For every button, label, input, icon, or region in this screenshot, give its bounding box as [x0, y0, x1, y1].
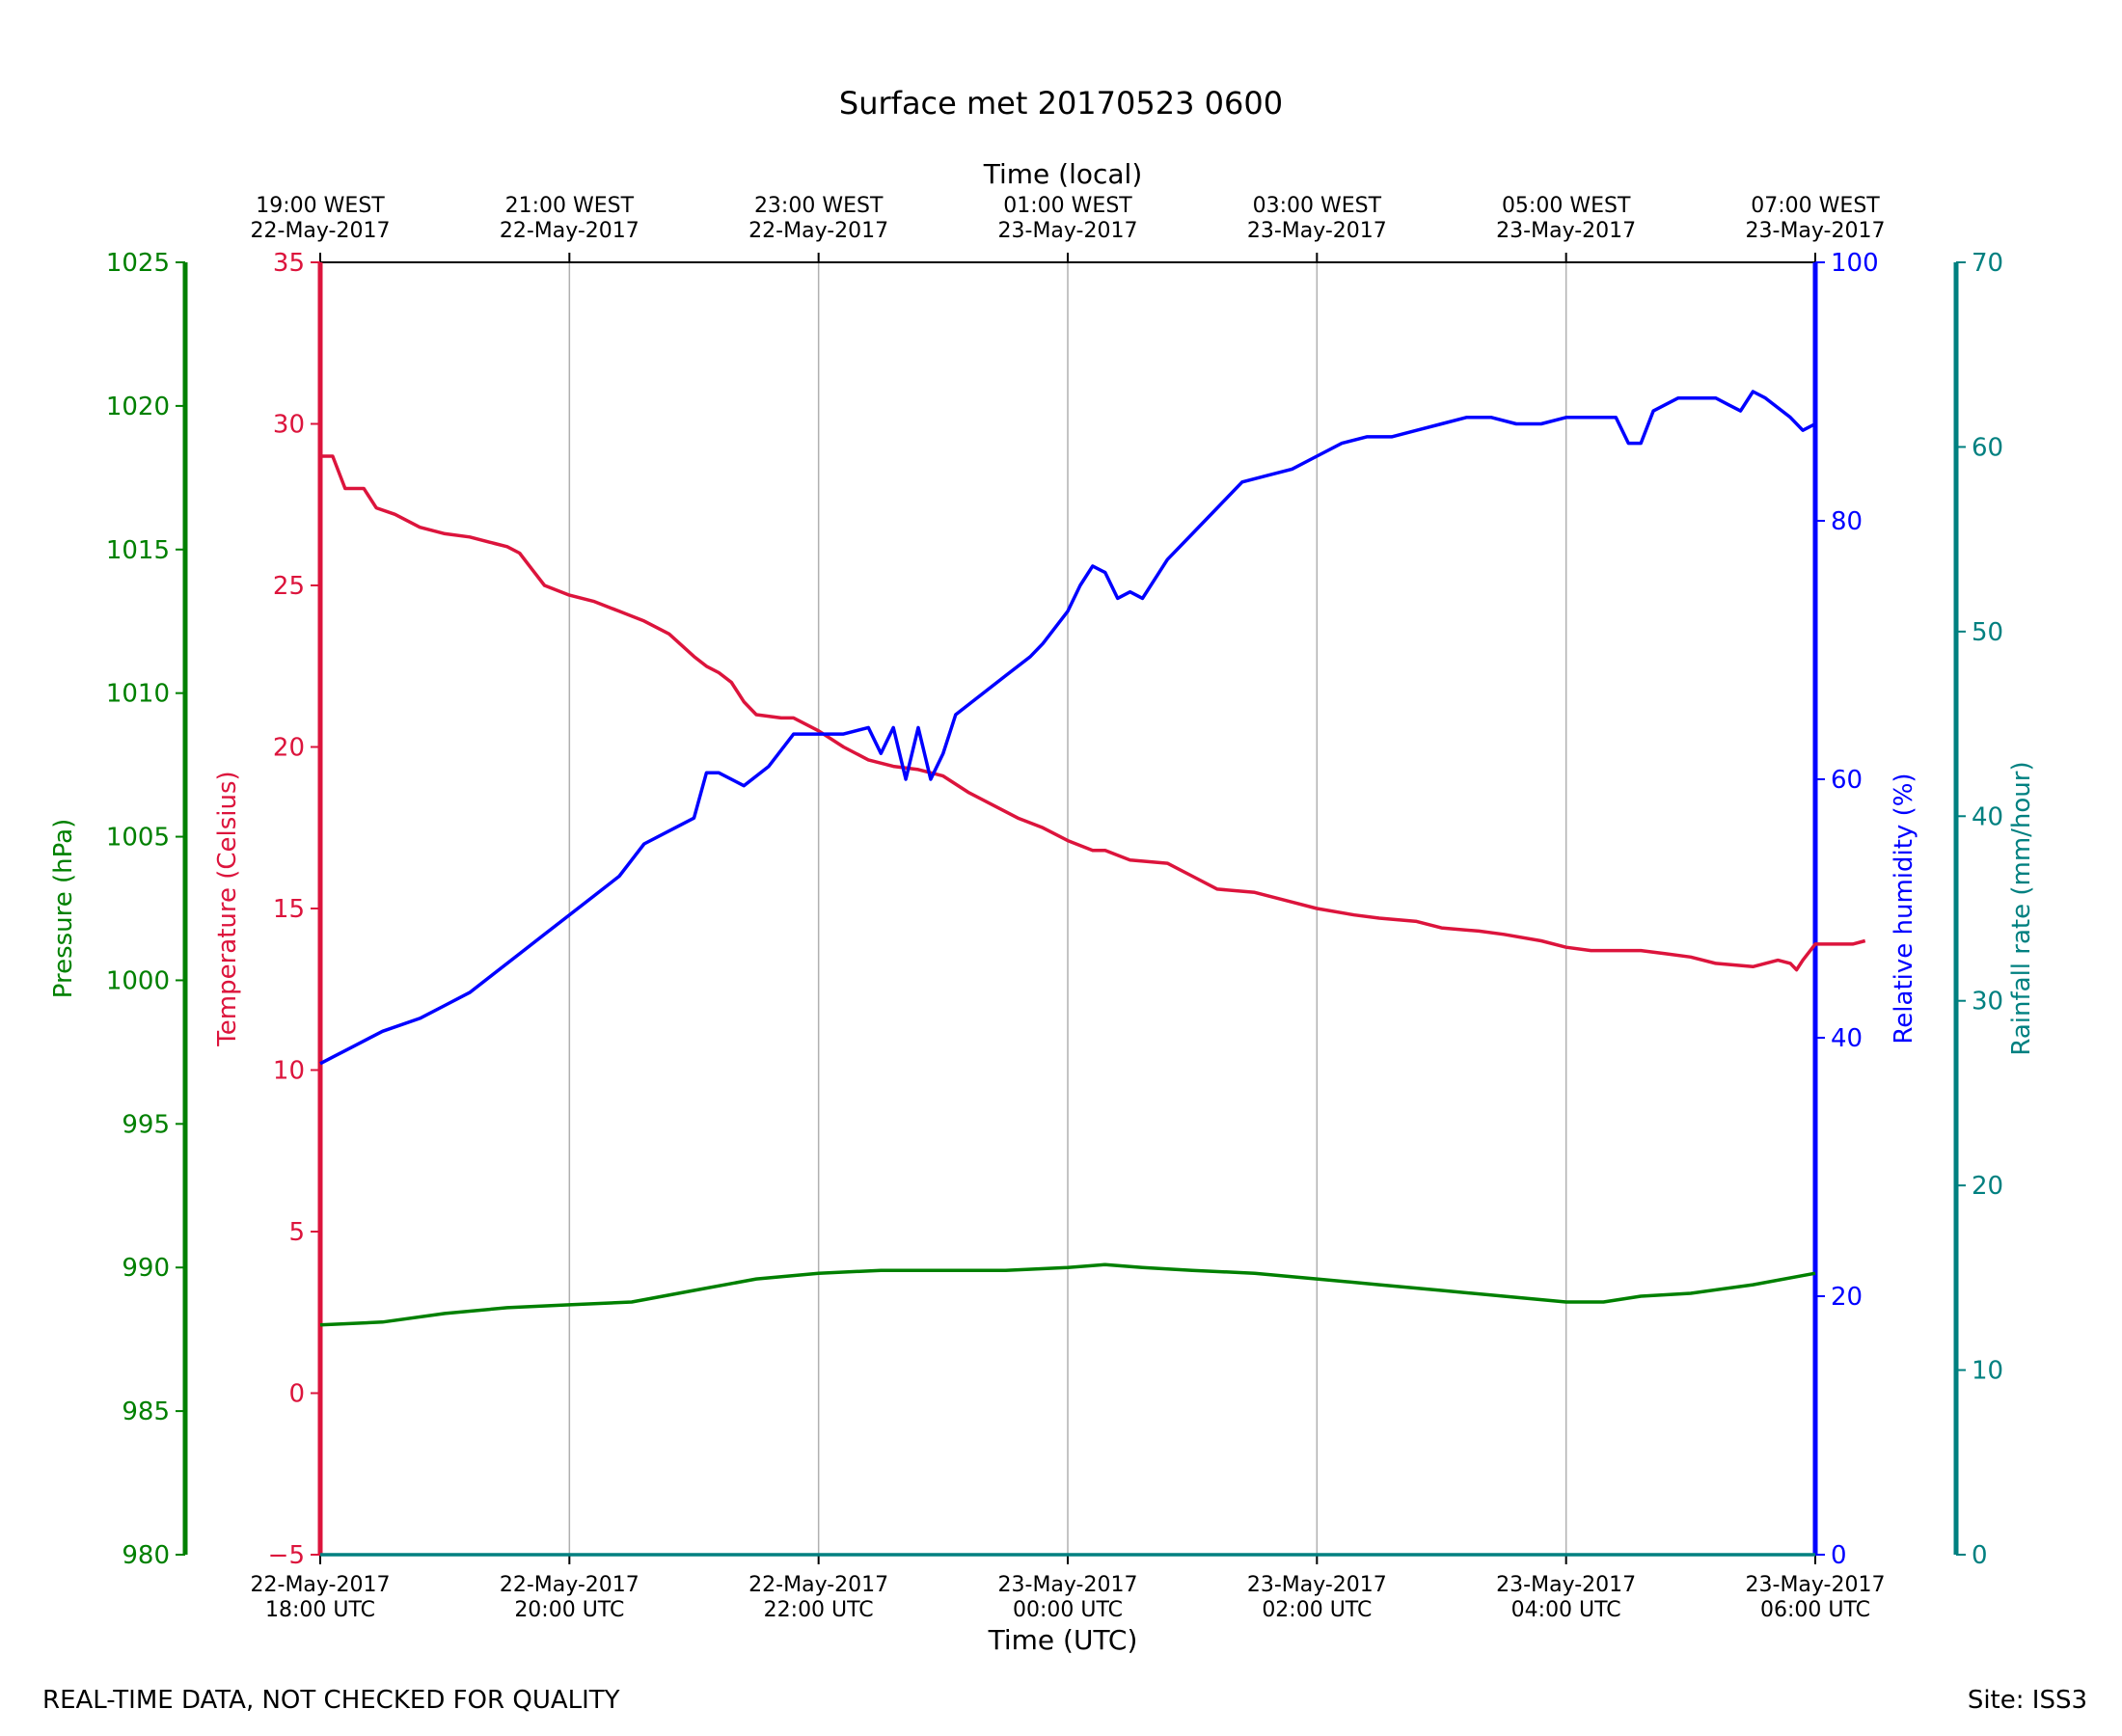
x-tick-label-local-date-2: 22-May-2017 — [748, 219, 888, 243]
x-tick-label-local-date-1: 22-May-2017 — [500, 219, 639, 243]
x-tick-label-utc-time-0: 18:00 UTC — [265, 1598, 375, 1622]
temperature-series-line — [320, 454, 1866, 972]
x-tick-label-local-date-0: 22-May-2017 — [251, 219, 391, 243]
temperature-axis-label: Temperature (Celsius) — [213, 771, 242, 1046]
top-axis-label: Time (local) — [983, 158, 1143, 190]
grid-lines — [568, 262, 1567, 1555]
rainfall-tick-label-2: 20 — [1972, 1172, 2003, 1201]
humidity-series-line — [319, 390, 1816, 1066]
x-tick-label-local-time-0: 19:00 WEST — [256, 194, 385, 218]
x-tick-label-local-time-2: 23:00 WEST — [754, 194, 884, 218]
pressure-series-line — [319, 1262, 1816, 1327]
data-quality-note: REAL-TIME DATA, NOT CHECKED FOR QUALITY — [42, 1686, 620, 1715]
humidity-axis-label: Relative humidity (%) — [1890, 773, 1918, 1044]
data-series — [319, 390, 1866, 1557]
temperature-tick-label-7: 30 — [273, 411, 305, 440]
x-tick-label-local-time-4: 03:00 WEST — [1253, 194, 1382, 218]
x-tick-label-utc-time-4: 02:00 UTC — [1262, 1598, 1372, 1622]
x-tick-label-utc-date-0: 22-May-2017 — [251, 1573, 391, 1597]
temperature-tick-label-8: 35 — [273, 249, 305, 278]
pressure-tick-label-3: 995 — [122, 1110, 170, 1139]
humidity-tick-label-5: 100 — [1831, 249, 1879, 278]
rainfall-tick-label-0: 0 — [1972, 1541, 1988, 1570]
x-tick-label-utc-date-1: 22-May-2017 — [500, 1573, 639, 1597]
x-tick-label-utc-date-5: 23-May-2017 — [1496, 1573, 1636, 1597]
x-tick-label-local-time-1: 21:00 WEST — [505, 194, 635, 218]
x-tick-label-utc-date-3: 23-May-2017 — [998, 1573, 1138, 1597]
pressure-tick-label-6: 1010 — [106, 680, 170, 709]
x-tick-label-local-time-3: 01:00 WEST — [1003, 194, 1132, 218]
x-tick-label-local-date-4: 23-May-2017 — [1247, 219, 1387, 243]
x-tick-label-utc-date-4: 23-May-2017 — [1247, 1573, 1387, 1597]
humidity-tick-label-4: 80 — [1831, 507, 1863, 536]
rainfall-tick-label-4: 40 — [1972, 802, 2003, 831]
pressure-tick-label-4: 1000 — [106, 966, 170, 995]
rainfall-tick-label-7: 70 — [1972, 249, 2003, 278]
rainfall-tick-label-1: 10 — [1972, 1357, 2003, 1386]
temperature-tick-label-0: −5 — [268, 1541, 305, 1570]
humidity-tick-label-2: 40 — [1831, 1024, 1863, 1053]
humidity-tick-label-3: 60 — [1831, 766, 1863, 795]
temperature-tick-label-3: 10 — [273, 1057, 305, 1086]
humidity-tick-label-1: 20 — [1831, 1283, 1863, 1312]
pressure-tick-label-2: 990 — [122, 1254, 170, 1283]
rainfall-tick-label-3: 30 — [1972, 988, 2003, 1017]
rainfall-axis-label: Rainfall rate (mm/hour) — [2007, 761, 2036, 1055]
site-label: Site: ISS3 — [1967, 1686, 2087, 1715]
humidity-tick-label-0: 0 — [1831, 1541, 1847, 1570]
x-tick-label-utc-date-2: 22-May-2017 — [748, 1573, 888, 1597]
x-tick-label-utc-time-2: 22:00 UTC — [764, 1598, 874, 1622]
x-tick-label-utc-date-6: 23-May-2017 — [1746, 1573, 1886, 1597]
x-tick-label-utc-time-6: 06:00 UTC — [1760, 1598, 1870, 1622]
pressure-tick-label-7: 1015 — [106, 536, 170, 565]
temperature-tick-label-1: 0 — [288, 1380, 305, 1409]
rainfall-tick-label-5: 50 — [1972, 618, 2003, 647]
pressure-tick-label-5: 1005 — [106, 824, 170, 853]
x-tick-label-utc-time-3: 00:00 UTC — [1013, 1598, 1123, 1622]
pressure-tick-label-8: 1020 — [106, 393, 170, 421]
pressure-axis-label: Pressure (hPa) — [49, 819, 78, 999]
x-tick-label-utc-time-5: 04:00 UTC — [1511, 1598, 1621, 1622]
temperature-tick-label-2: 5 — [288, 1218, 305, 1247]
temperature-tick-label-5: 20 — [273, 734, 305, 763]
x-tick-label-local-time-5: 05:00 WEST — [1502, 194, 1631, 218]
rainfall-tick-label-6: 60 — [1972, 433, 2003, 462]
bottom-axis-label: Time (UTC) — [988, 1624, 1138, 1656]
x-tick-label-local-time-6: 07:00 WEST — [1751, 194, 1880, 218]
chart-title: Surface met 20170523 0600 — [839, 85, 1283, 122]
temperature-tick-label-4: 15 — [273, 895, 305, 924]
x-tick-label-local-date-3: 23-May-2017 — [998, 219, 1138, 243]
x-tick-label-local-date-6: 23-May-2017 — [1746, 219, 1886, 243]
temperature-tick-label-6: 25 — [273, 572, 305, 601]
x-tick-label-utc-time-1: 20:00 UTC — [514, 1598, 624, 1622]
x-tick-label-local-date-5: 23-May-2017 — [1496, 219, 1636, 243]
pressure-tick-label-0: 980 — [122, 1541, 170, 1570]
pressure-tick-label-1: 985 — [122, 1397, 170, 1426]
pressure-tick-label-9: 1025 — [106, 249, 170, 278]
